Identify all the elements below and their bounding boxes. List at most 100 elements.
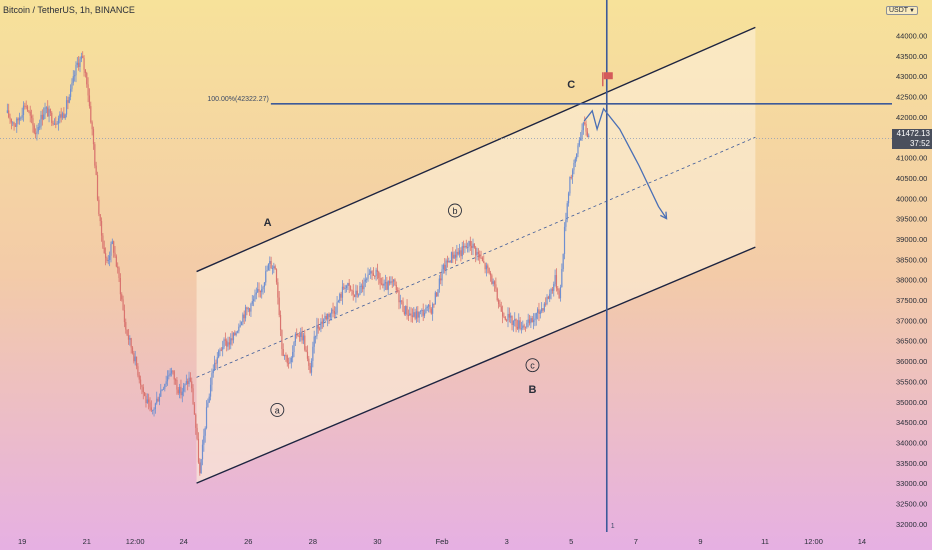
candle-up — [514, 319, 516, 321]
candle-down — [495, 284, 497, 289]
candle-down — [285, 355, 287, 357]
candle-down — [547, 296, 549, 299]
wave-label-c: c — [530, 361, 535, 371]
candle-down — [231, 338, 233, 341]
candle-up — [458, 250, 461, 255]
candle-down — [433, 304, 435, 306]
y-tick-label: 39500.00 — [896, 215, 927, 224]
candle-up — [512, 320, 514, 326]
y-tick-label: 35000.00 — [896, 398, 927, 407]
candle-up — [559, 287, 562, 299]
candle-up — [421, 310, 423, 312]
candle-up — [56, 123, 58, 125]
candle-down — [32, 118, 34, 126]
candle-down — [402, 301, 404, 312]
candle-up — [168, 375, 170, 377]
x-tick-label: 28 — [309, 537, 317, 546]
candle-up — [76, 62, 78, 65]
candle-down — [555, 275, 558, 289]
y-tick-label: 38000.00 — [896, 276, 927, 285]
candle-up — [537, 309, 539, 313]
candle-up — [204, 428, 206, 436]
candle-down — [115, 256, 117, 267]
candle-up — [109, 255, 111, 260]
x-tick-label: 30 — [373, 537, 381, 546]
wave-label-circle — [448, 203, 462, 218]
y-tick-label: 33000.00 — [896, 479, 927, 488]
symbol-title: Bitcoin / TetherUS, 1h, BINANCE — [3, 5, 135, 15]
candle-up — [364, 279, 366, 282]
candle-down — [481, 257, 484, 262]
candle-up — [48, 109, 50, 117]
candle-down — [491, 275, 493, 284]
candle-down — [196, 427, 198, 439]
candle-up — [445, 260, 447, 271]
candle-up — [283, 355, 286, 357]
candle-down — [246, 307, 248, 309]
candle-up — [425, 307, 427, 314]
candle-up — [345, 285, 348, 289]
candle-up — [40, 114, 42, 127]
candle-down — [372, 273, 375, 276]
candle-up — [324, 315, 326, 320]
y-tick-label: 40500.00 — [896, 174, 927, 183]
candle-up — [522, 325, 524, 329]
candle-up — [561, 268, 563, 288]
candle-up — [239, 325, 241, 327]
candle-up — [573, 163, 575, 171]
candle-down — [26, 106, 29, 111]
candle-up — [563, 226, 566, 254]
y-tick-label: 37500.00 — [896, 296, 927, 305]
candle-down — [379, 277, 381, 284]
candle-up — [312, 346, 314, 361]
candle-up — [581, 130, 583, 139]
candle-up — [68, 96, 70, 103]
candle-up — [218, 350, 220, 358]
candle-down — [90, 106, 92, 123]
candle-up — [476, 251, 478, 256]
candle-up — [209, 384, 212, 397]
candle-up — [566, 203, 568, 220]
candle-up — [152, 409, 154, 411]
candle-down — [398, 290, 400, 303]
candle-down — [78, 62, 80, 67]
x-tick-label: 5 — [569, 537, 573, 546]
candle-up — [240, 322, 243, 326]
candle-up — [456, 251, 458, 258]
candle-up — [543, 303, 545, 311]
candle-up — [250, 303, 252, 312]
projection-arrowhead — [660, 211, 668, 220]
currency-selector[interactable]: USDT▼ — [885, 6, 918, 15]
candle-down — [308, 358, 310, 366]
candle-down — [516, 326, 519, 329]
candle-down — [503, 316, 505, 318]
candle-up — [290, 357, 292, 363]
candle-down — [558, 290, 560, 299]
candle-up — [588, 135, 590, 137]
chevron-down-icon: ▼ — [909, 8, 915, 14]
candle-down — [243, 314, 245, 319]
candle-down — [127, 335, 130, 340]
candle-up — [577, 145, 579, 154]
candle-down — [279, 314, 282, 331]
wave-label-A: A — [264, 217, 272, 229]
candle-up — [53, 123, 56, 125]
candle-down — [55, 123, 57, 125]
candle-down — [67, 100, 69, 103]
candle-down — [8, 110, 10, 118]
candle-up — [441, 269, 443, 281]
candle-up — [265, 271, 267, 283]
candle-down — [343, 286, 345, 289]
candle-up — [251, 301, 253, 304]
candle-up — [71, 82, 73, 89]
candle-up — [161, 389, 163, 391]
candle-down — [192, 388, 194, 405]
candle-up — [331, 309, 333, 314]
candle-up — [316, 324, 318, 337]
candle-up — [359, 286, 361, 295]
candle-up — [534, 318, 536, 321]
candle-up — [45, 107, 47, 109]
candle-up — [179, 386, 181, 394]
candle-down — [317, 324, 319, 329]
